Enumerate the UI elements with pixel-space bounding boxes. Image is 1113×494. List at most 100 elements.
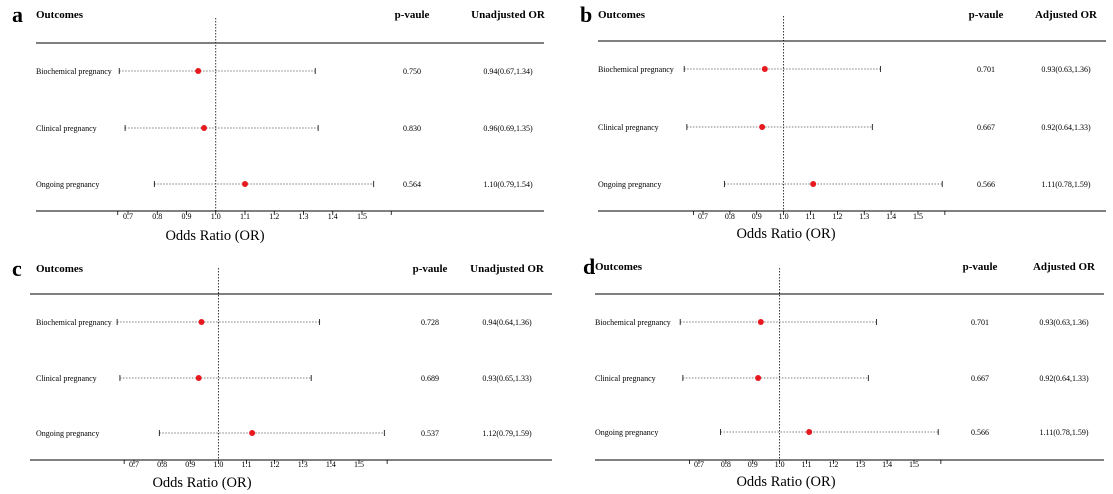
x-tick-label: 1.1 (240, 212, 250, 221)
or-value-cell: 0.92(0.64,1.33) (1039, 374, 1089, 383)
or-value-cell: 0.92(0.64,1.33) (1041, 123, 1091, 132)
x-tick-label: 0.8 (721, 460, 731, 469)
or-header: Unadjusted OR (470, 263, 545, 275)
p-value-cell: 0.701 (971, 318, 989, 327)
odds-ratio-point (761, 66, 768, 72)
row-outcome-label: Clinical pregnancy (36, 374, 97, 383)
x-tick-label: 1.4 (328, 212, 338, 221)
p-value-header: p-vaule (963, 261, 998, 273)
row-outcome-label: Clinical pregnancy (36, 124, 97, 133)
x-tick-label: 0.8 (725, 212, 735, 221)
row-outcome-label: Ongoing pregnancy (36, 180, 99, 189)
or-value-cell: 0.94(0.64,1.36) (482, 318, 532, 327)
outcomes-header: Outcomes (36, 9, 84, 21)
p-value-cell: 0.566 (977, 180, 995, 189)
odds-ratio-point (810, 181, 817, 187)
odds-ratio-point (759, 124, 766, 130)
x-tick-label: 0.9 (748, 460, 758, 469)
x-tick-label: 1.2 (270, 460, 280, 469)
odds-ratio-point (755, 375, 762, 381)
x-tick-label: 1.4 (326, 460, 336, 469)
x-tick-label: 1.2 (269, 212, 279, 221)
row-outcome-label: Biochemical pregnancy (36, 318, 112, 327)
x-tick-label: 0.9 (752, 212, 762, 221)
p-value-header: p-vaule (395, 9, 430, 21)
x-tick-label: 1.2 (828, 460, 838, 469)
x-tick-label: 0.9 (185, 460, 195, 469)
panel-letter: d (583, 254, 595, 279)
p-value-cell: 0.667 (977, 123, 995, 132)
or-value-cell: 1.11(0.78,1.59) (1041, 180, 1090, 189)
panel-letter: b (580, 2, 592, 27)
outcomes-header: Outcomes (595, 261, 643, 273)
row-outcome-label: Biochemical pregnancy (598, 65, 674, 74)
x-tick-label: 1.3 (859, 212, 869, 221)
or-header: Adjusted OR (1035, 9, 1098, 21)
or-value-cell: 0.93(0.63,1.36) (1041, 65, 1091, 74)
or-value-cell: 0.94(0.67,1.34) (483, 67, 533, 76)
x-tick-label: 1.4 (886, 212, 896, 221)
row-outcome-label: Clinical pregnancy (598, 123, 659, 132)
x-tick-label: 0.7 (123, 212, 133, 221)
x-tick-label: 0.8 (157, 460, 167, 469)
x-tick-label: 1.0 (211, 212, 221, 221)
or-value-cell: 1.10(0.79,1.54) (483, 180, 533, 189)
x-tick-label: 1.3 (299, 212, 309, 221)
p-value-cell: 0.564 (403, 180, 421, 189)
p-value-cell: 0.830 (403, 124, 421, 133)
p-value-header: p-vaule (413, 263, 448, 275)
odds-ratio-point (757, 319, 764, 325)
x-tick-label: 1.0 (779, 212, 789, 221)
or-value-cell: 0.93(0.63,1.36) (1039, 318, 1089, 327)
x-tick-label: 1.0 (775, 460, 785, 469)
p-value-cell: 0.728 (421, 318, 439, 327)
x-tick-label: 1.3 (298, 460, 308, 469)
p-value-cell: 0.750 (403, 67, 421, 76)
x-tick-label: 1.5 (909, 460, 919, 469)
or-value-cell: 1.12(0.79,1.59) (482, 429, 532, 438)
p-value-cell: 0.566 (971, 428, 989, 437)
x-tick-label: 1.0 (213, 460, 223, 469)
p-value-cell: 0.537 (421, 429, 439, 438)
x-tick-label: 1.1 (806, 212, 816, 221)
p-value-cell: 0.689 (421, 374, 439, 383)
outcomes-header: Outcomes (598, 9, 646, 21)
odds-ratio-point (198, 319, 205, 325)
row-outcome-label: Clinical pregnancy (595, 374, 656, 383)
x-tick-label: 1.3 (855, 460, 865, 469)
odds-ratio-point (195, 375, 202, 381)
row-outcome-label: Ongoing pregnancy (36, 429, 99, 438)
row-outcome-label: Ongoing pregnancy (595, 428, 658, 437)
x-tick-label: 1.1 (242, 460, 252, 469)
odds-ratio-point (201, 125, 208, 131)
outcomes-header: Outcomes (36, 263, 84, 275)
p-value-cell: 0.667 (971, 374, 989, 383)
panel-letter: c (12, 256, 22, 281)
x-tick-label: 0.8 (152, 212, 162, 221)
or-header: Unadjusted OR (471, 9, 546, 21)
x-tick-label: 1.1 (802, 460, 812, 469)
x-axis-label: Odds Ratio (OR) (736, 226, 835, 242)
odds-ratio-point (195, 68, 202, 74)
x-tick-label: 1.5 (354, 460, 364, 469)
row-outcome-label: Biochemical pregnancy (36, 67, 112, 76)
x-axis-label: Odds Ratio (OR) (736, 474, 835, 490)
x-tick-label: 1.5 (357, 212, 367, 221)
or-value-cell: 0.96(0.69,1.35) (483, 124, 533, 133)
x-tick-label: 0.9 (182, 212, 192, 221)
p-value-cell: 0.701 (977, 65, 995, 74)
x-axis-label: Odds Ratio (OR) (152, 475, 251, 491)
x-tick-label: 1.2 (832, 212, 842, 221)
p-value-header: p-vaule (969, 9, 1004, 21)
or-value-cell: 0.93(0.65,1.33) (482, 374, 532, 383)
or-header: Adjusted OR (1033, 261, 1096, 273)
odds-ratio-point (806, 429, 813, 435)
x-tick-label: 0.7 (698, 212, 708, 221)
panel-letter: a (12, 2, 23, 27)
x-tick-label: 0.7 (694, 460, 704, 469)
odds-ratio-point (242, 181, 248, 187)
x-tick-label: 1.4 (882, 460, 892, 469)
odds-ratio-point (249, 430, 256, 436)
x-tick-label: 0.7 (129, 460, 139, 469)
